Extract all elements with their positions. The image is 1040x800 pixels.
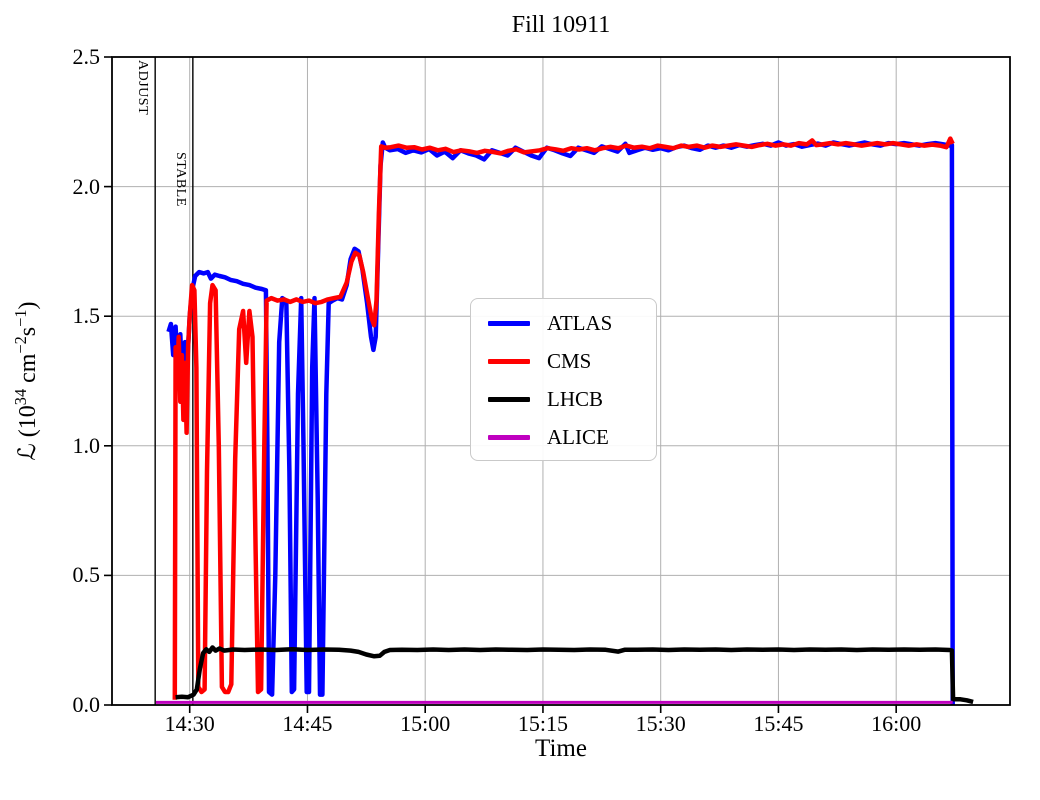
x-tick-label: 15:00 [400,711,451,736]
plot-border [111,56,1011,706]
x-tick-label: 15:30 [635,711,686,736]
legend-swatch-cms [488,358,530,364]
y-tick-label: 2.0 [72,173,101,199]
chart-title: Fill 10911 [511,12,611,38]
x-tick-label: 16:00 [871,711,922,736]
x-tick-label: 15:45 [753,711,804,736]
y-tick-label: 2.5 [72,44,101,69]
legend-swatch-alice [488,434,530,440]
y-tick-label: 1.5 [72,303,101,329]
x-tick-label: 14:30 [164,711,215,736]
legend-label-lhcb: LHCB [547,386,604,411]
beam-mode-label-adjust: ADJUST [135,60,151,116]
legend-item-lhcb: LHCB [471,380,656,418]
y-axis-label: ℒ (1034 cm−2s−1) [11,301,41,461]
legend-label-alice: ALICE [547,424,609,449]
legend-box: ATLAS CMS LHCB ALICE [470,298,657,461]
x-axis-label: Time [535,735,587,762]
legend-swatch-lhcb [488,396,530,402]
legend-label-cms: CMS [547,348,592,373]
y-tick-label: 0.5 [72,562,101,588]
legend-label-atlas: ATLAS [547,310,613,335]
series-line-cms [172,136,955,700]
beam-mode-label-stable: STABLE [172,152,188,207]
legend-item-cms: CMS [471,342,656,380]
y-tick-label: 1.0 [72,432,101,458]
legend-item-alice: ALICE [471,418,656,456]
series-line-lhcb [175,645,974,705]
x-tick-label: 14:45 [282,711,333,736]
legend-item-atlas: ATLAS [471,304,656,342]
x-tick-label: 15:15 [517,711,568,736]
y-tick-label: 0.0 [72,692,101,717]
legend-swatch-atlas [488,320,530,326]
